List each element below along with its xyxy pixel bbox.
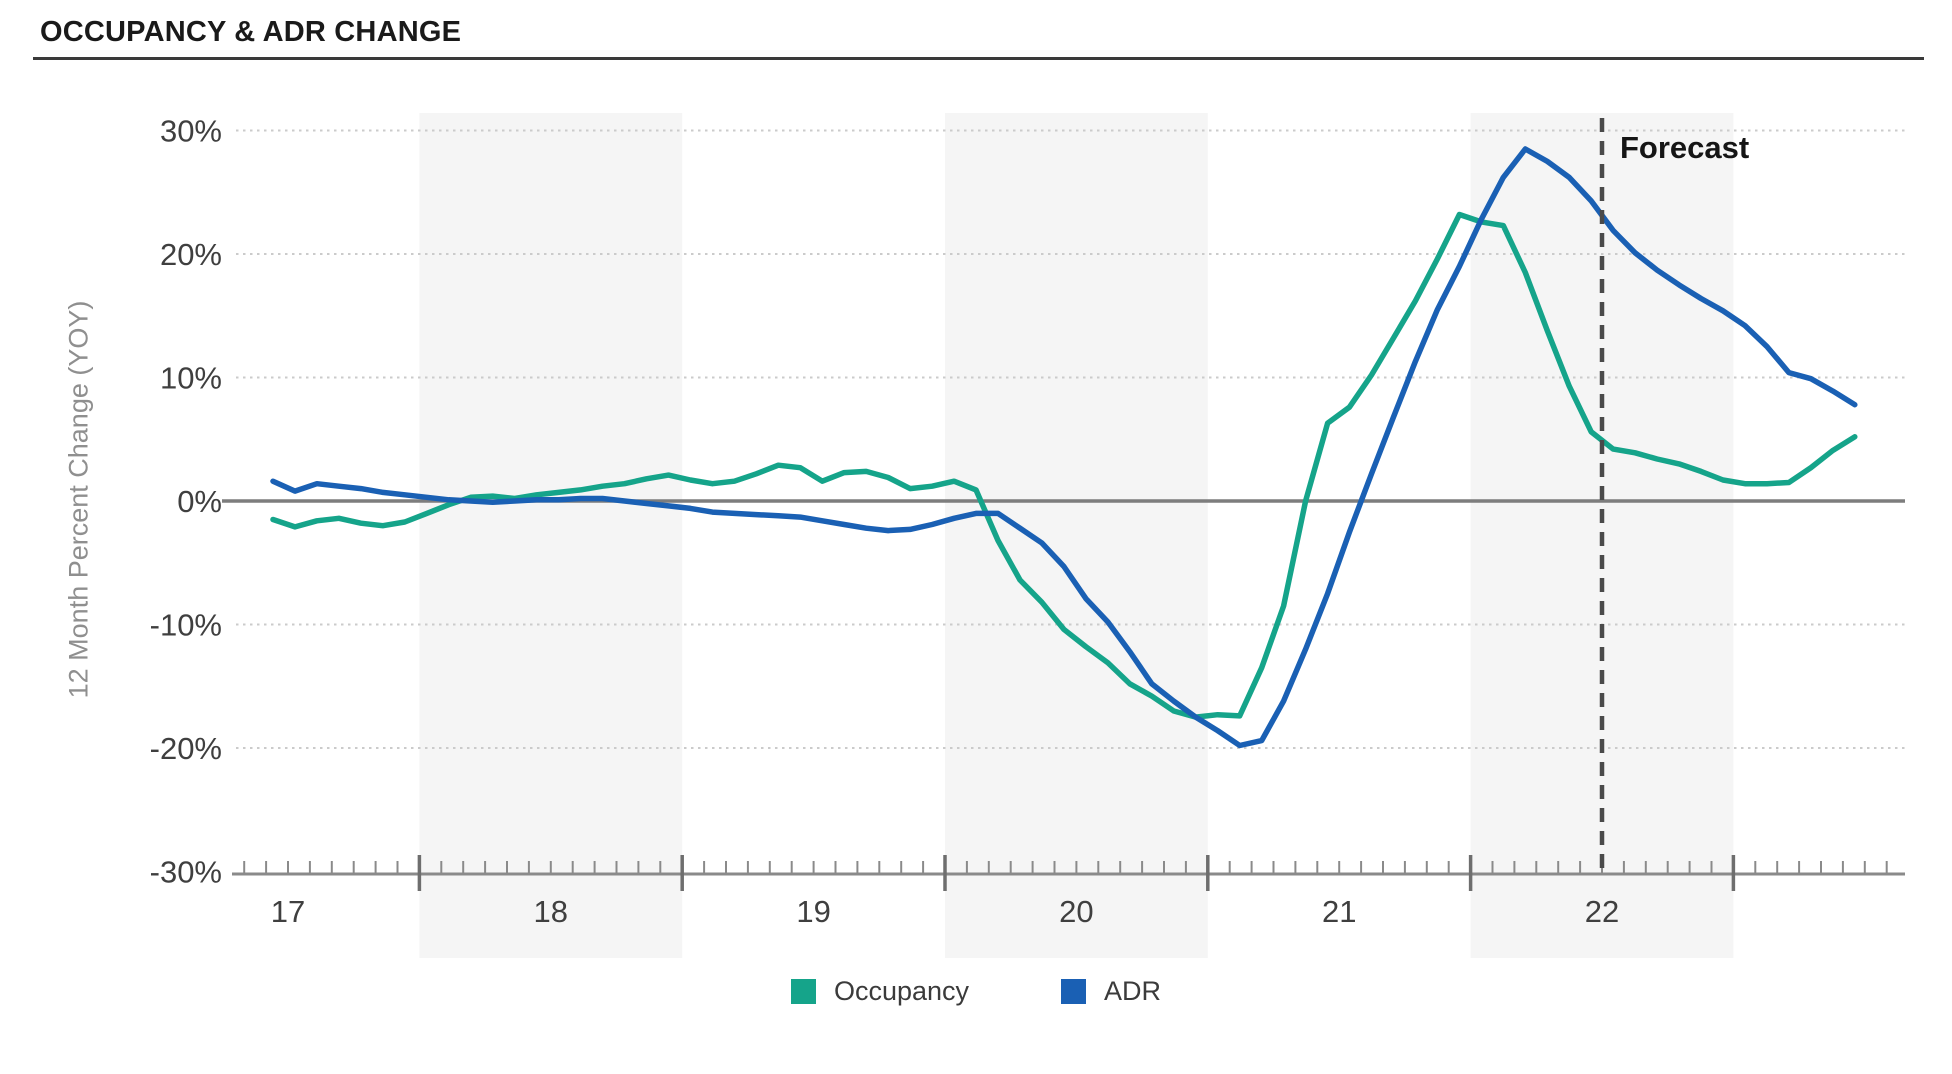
x-tick-label-17: 17 [271,894,305,929]
title-underline [33,57,1924,60]
legend-item-adr: ADR [1061,976,1161,1007]
x-tick-label-19: 19 [796,894,830,929]
occupancy-line [270,211,1858,720]
adr-line [270,146,1858,749]
year-shading-band [419,113,683,958]
adr-color-swatch [1061,979,1087,1004]
chart-legend: Occupancy ADR [0,976,1952,1007]
occupancy-color-swatch [790,979,816,1004]
chart-title: OCCUPANCY & ADR CHANGE [40,16,462,48]
y-tick-label-10pct: 10% [160,361,222,396]
year-shading-band [945,113,1208,958]
y-tick-label-20pct: 20% [160,237,222,272]
x-tick-label-22: 22 [1585,894,1619,929]
legend-label-occupancy: Occupancy [833,976,970,1006]
y-tick-label--20pct: -20% [150,731,222,766]
forecast-label: Forecast [1620,130,1750,165]
y-tick-label--30pct: -30% [150,855,222,890]
y-tick-label--10pct: -10% [150,608,222,643]
y-tick-label-30pct: 30% [160,114,222,149]
legend-item-occupancy: Occupancy [790,976,970,1007]
x-tick-label-21: 21 [1322,894,1356,929]
y-tick-label-0pct: 0% [177,484,222,519]
legend-label-adr: ADR [1104,976,1162,1006]
x-tick-label-18: 18 [534,894,568,929]
x-tick-label-20: 20 [1059,894,1093,929]
